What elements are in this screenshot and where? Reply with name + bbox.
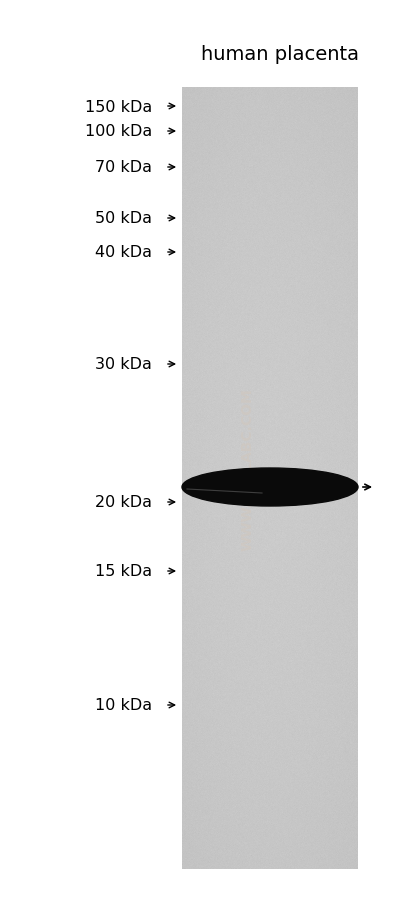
Text: 20 kDa: 20 kDa xyxy=(95,495,152,510)
Ellipse shape xyxy=(182,468,358,506)
Text: WWW.PTGLABC.COM: WWW.PTGLABC.COM xyxy=(241,388,255,550)
Text: 15 kDa: 15 kDa xyxy=(95,564,152,579)
Text: 30 kDa: 30 kDa xyxy=(95,357,152,373)
Text: 100 kDa: 100 kDa xyxy=(85,124,152,139)
Text: 50 kDa: 50 kDa xyxy=(95,211,152,226)
Text: 70 kDa: 70 kDa xyxy=(95,161,152,175)
Text: 150 kDa: 150 kDa xyxy=(85,99,152,115)
Ellipse shape xyxy=(186,476,354,491)
Text: human placenta: human placenta xyxy=(201,45,359,64)
Text: 40 kDa: 40 kDa xyxy=(95,245,152,260)
Text: 10 kDa: 10 kDa xyxy=(95,698,152,713)
